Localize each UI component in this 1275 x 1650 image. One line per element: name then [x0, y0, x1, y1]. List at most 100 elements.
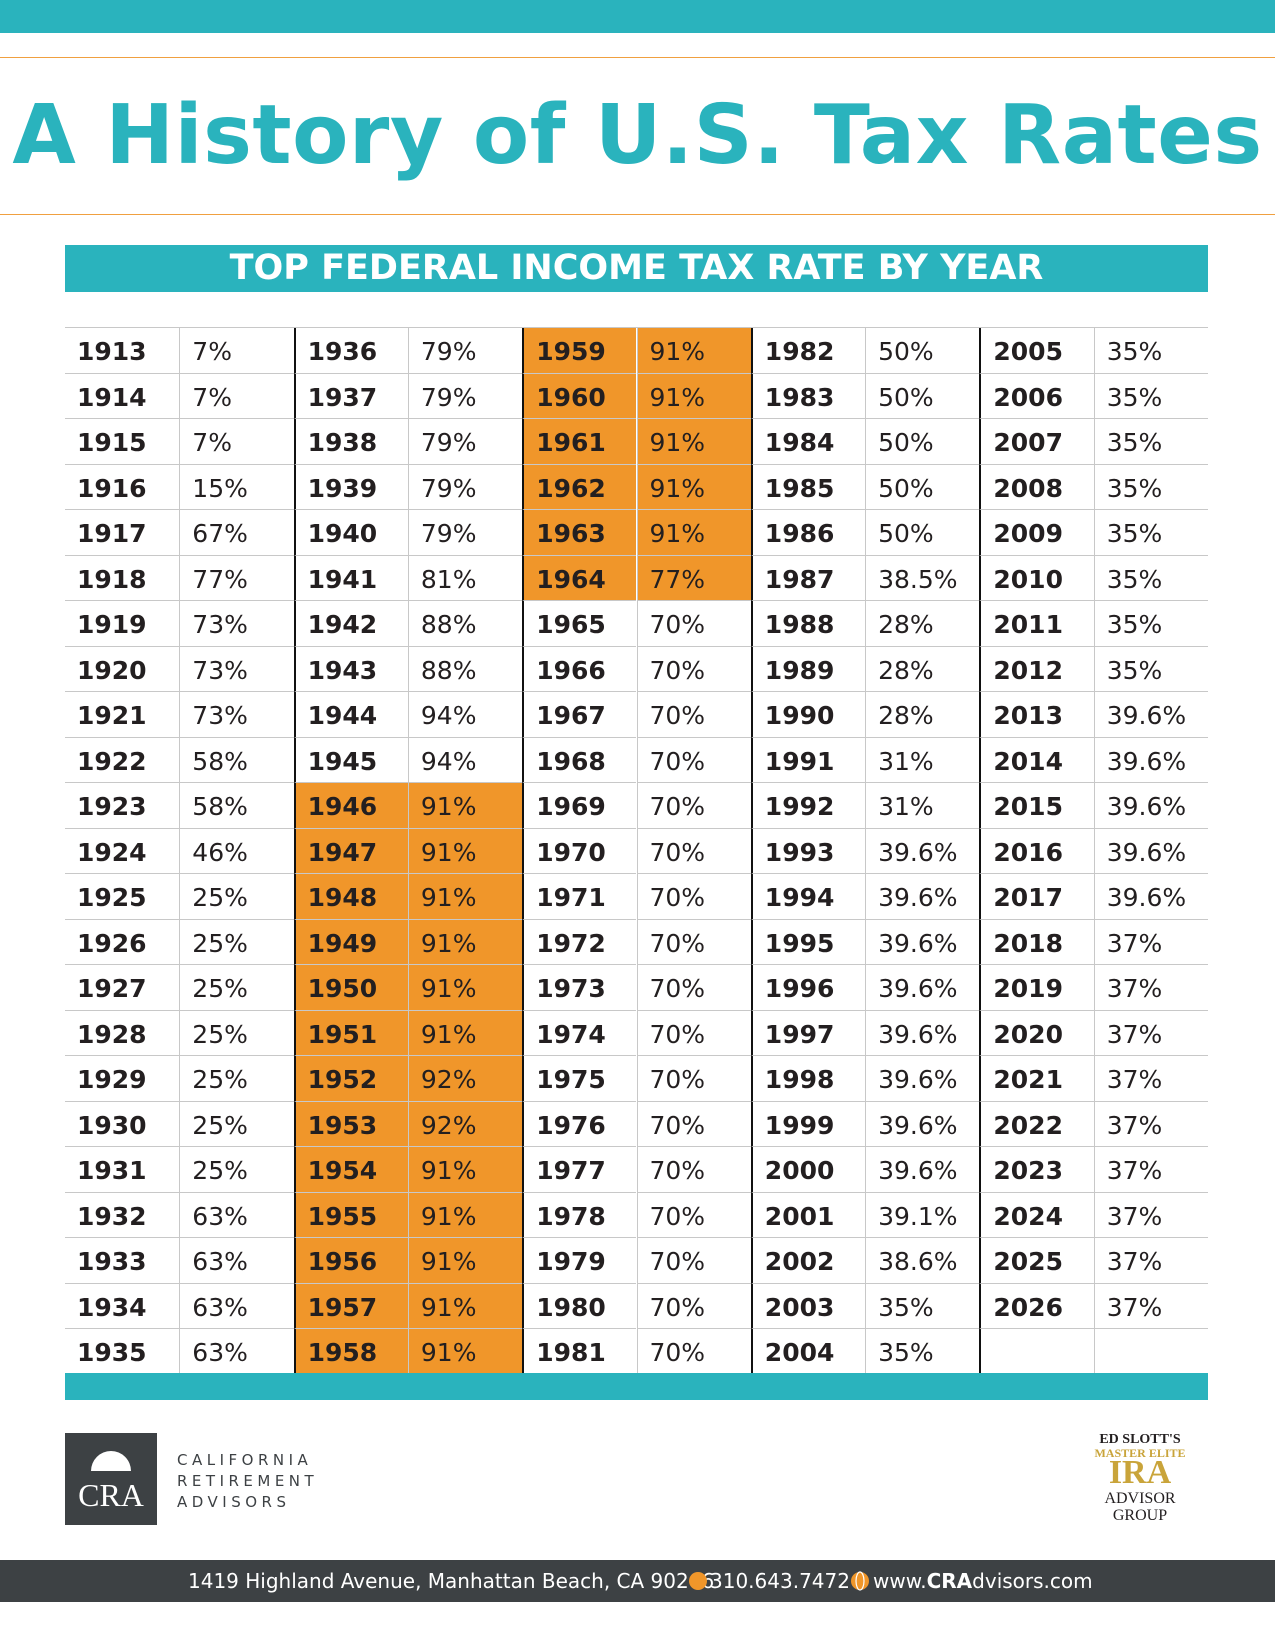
rate-cell: 91% [636, 419, 751, 465]
rate-cell: 63% [179, 1329, 294, 1375]
rate-cell: 79% [407, 510, 523, 556]
year-cell: 1925 [65, 874, 180, 920]
year-cell: 2017 [979, 874, 1094, 920]
year-cell: 2020 [979, 1010, 1094, 1056]
logo-sun [91, 1451, 131, 1471]
year-cell: 1996 [750, 965, 866, 1011]
year-cell: 1919 [65, 601, 180, 647]
rate-cell: 92% [407, 1056, 523, 1102]
year-cell: 1935 [65, 1329, 180, 1375]
rate-cell: 37% [1093, 1101, 1208, 1147]
year-cell: 1942 [293, 601, 408, 647]
website: www.CRAdvisors.com [873, 1560, 1093, 1602]
rate-cell: 25% [179, 1010, 294, 1056]
year-cell: 1971 [522, 874, 637, 920]
year-cell: 1914 [65, 374, 180, 419]
year-cell: 2023 [979, 1147, 1094, 1193]
year-cell: 1973 [522, 965, 637, 1011]
year-cell: 1966 [522, 646, 637, 692]
rate-cell: 73% [179, 692, 294, 738]
globe-icon [851, 1571, 869, 1591]
year-cell: 1950 [293, 965, 408, 1011]
rate-cell: 91% [407, 874, 523, 920]
year-cell: 1953 [293, 1101, 408, 1147]
year-cell: 2002 [750, 1238, 866, 1284]
rate-cell: 37% [1093, 1192, 1208, 1238]
year-cell: 2014 [979, 737, 1094, 783]
year-cell: 2019 [979, 965, 1094, 1011]
rate-cell: 38.5% [865, 555, 980, 601]
year-cell: 2004 [750, 1329, 866, 1375]
rate-cell: 91% [636, 464, 751, 510]
year-cell: 1917 [65, 510, 180, 556]
year-cell: 1940 [293, 510, 408, 556]
year-cell: 1993 [750, 828, 866, 874]
year-cell: 2021 [979, 1056, 1094, 1102]
year-cell: 1978 [522, 1192, 637, 1238]
badge-line: GROUP [1112, 1507, 1168, 1524]
rate-cell: 81% [407, 555, 523, 601]
rate-cell: 70% [636, 1238, 751, 1284]
year-cell: 1938 [293, 419, 408, 465]
rate-cell: 50% [865, 328, 980, 374]
rule [0, 214, 1275, 215]
rate-cell: 35% [865, 1283, 980, 1329]
rate-cell: 91% [407, 1238, 523, 1284]
rate-cell: 37% [1093, 1056, 1208, 1102]
rate-cell: 70% [636, 737, 751, 783]
rate-cell: 37% [1093, 919, 1208, 965]
rate-cell: 58% [179, 737, 294, 783]
rate-cell: 39.6% [865, 874, 980, 920]
year-cell: 2024 [979, 1192, 1094, 1238]
year-cell: 1963 [522, 510, 637, 556]
year-cell: 1962 [522, 464, 637, 510]
rate-cell: 92% [407, 1101, 523, 1147]
rate-cell: 70% [636, 646, 751, 692]
rate-cell: 91% [407, 965, 523, 1011]
rate-cell: 70% [636, 1010, 751, 1056]
rate-cell: 91% [407, 1147, 523, 1193]
year-cell: 1929 [65, 1056, 180, 1102]
year-cell: 2005 [979, 328, 1094, 374]
year-cell: 1977 [522, 1147, 637, 1193]
rate-cell: 50% [865, 373, 980, 419]
rate-cell: 15% [179, 464, 294, 510]
year-cell: 1933 [65, 1238, 180, 1284]
rate-cell: 70% [636, 874, 751, 920]
rate-cell: 73% [179, 601, 294, 647]
year-cell: 2006 [979, 373, 1094, 419]
rate-cell: 91% [407, 1283, 523, 1329]
year-cell: 1946 [293, 783, 408, 829]
year-cell: 1976 [522, 1101, 637, 1147]
rate-cell: 35% [865, 1329, 980, 1375]
rate-cell: 91% [636, 373, 751, 419]
rate-cell: 50% [865, 464, 980, 510]
company-line: ADVISORS [177, 1493, 291, 1511]
rate-cell: 91% [636, 328, 751, 374]
year-cell: 2001 [750, 1192, 866, 1238]
rate-cell: 79% [407, 464, 523, 510]
rate-cell: 31% [865, 783, 980, 829]
year-cell: 1994 [750, 874, 866, 920]
year-cell: 1923 [65, 783, 180, 829]
rate-cell: 70% [636, 783, 751, 829]
rate-cell: 70% [636, 1101, 751, 1147]
year-cell: 1970 [522, 828, 637, 874]
year-cell: 1960 [522, 373, 637, 419]
rate-cell: 35% [1093, 419, 1208, 465]
year-cell: 1949 [293, 919, 408, 965]
rate-cell: 91% [636, 510, 751, 556]
year-cell: 2010 [979, 555, 1094, 601]
year-cell: 1922 [65, 738, 180, 783]
rate-cell [1093, 1329, 1208, 1375]
rate-cell: 70% [636, 601, 751, 647]
address: 1419 Highland Avenue, Manhattan Beach, C… [188, 1569, 715, 1593]
rate-cell: 37% [1093, 1010, 1208, 1056]
year-cell: 2011 [979, 601, 1094, 647]
rate-cell: 39.6% [865, 1010, 980, 1056]
website-suffix: dvisors.com [972, 1569, 1093, 1593]
year-cell: 1952 [293, 1056, 408, 1102]
badge-line: IRA [1108, 1454, 1172, 1491]
rate-cell: 38.6% [865, 1238, 980, 1284]
